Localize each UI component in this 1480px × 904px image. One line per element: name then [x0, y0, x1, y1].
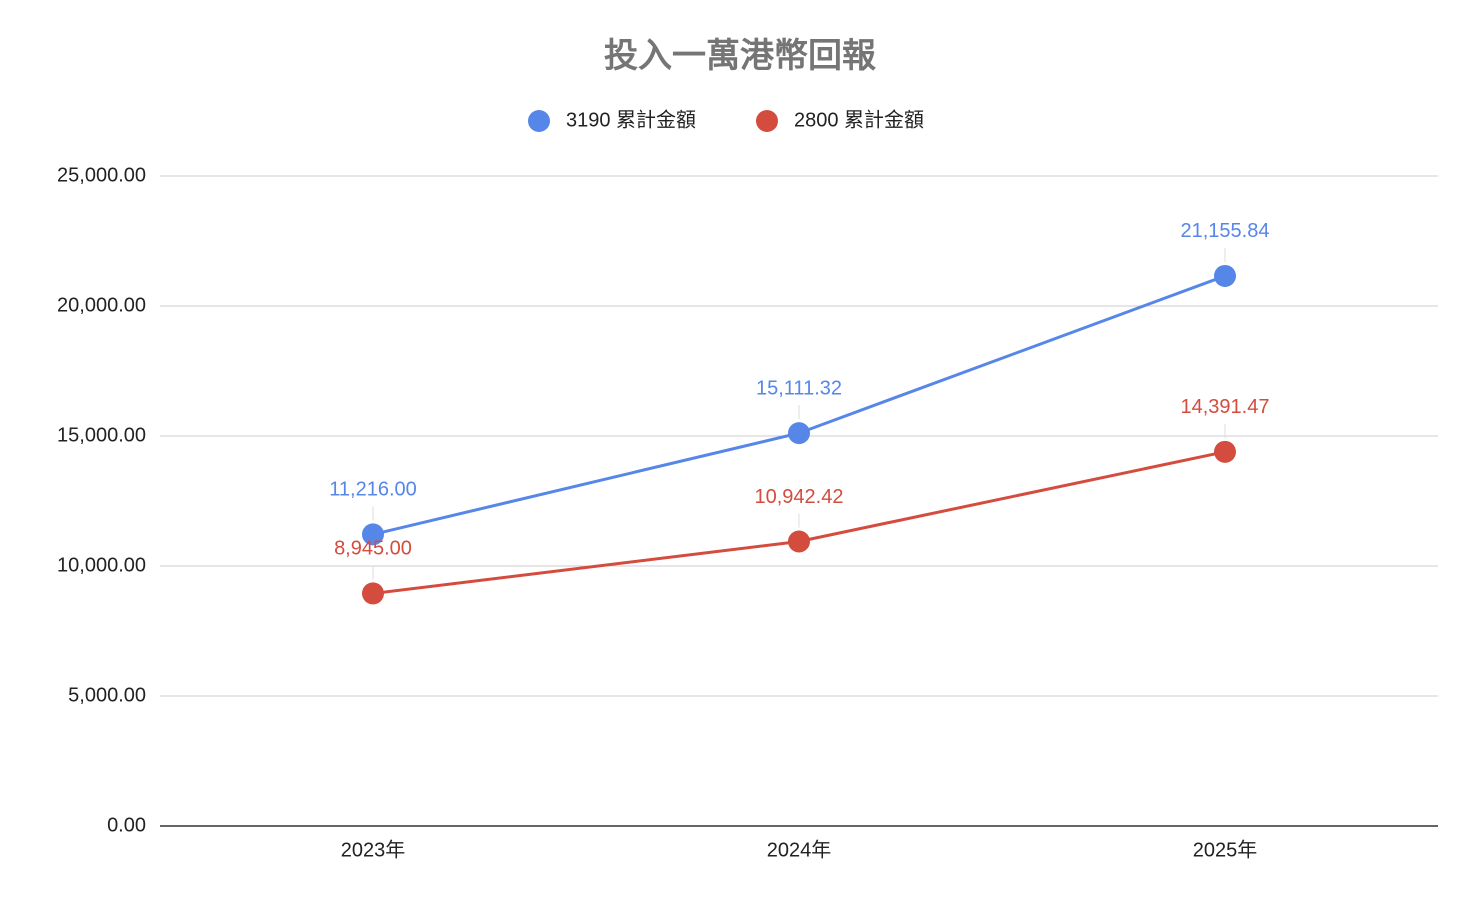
point: [1214, 440, 1236, 463]
point: [1214, 264, 1236, 287]
legend-marker: [528, 110, 550, 132]
data-label: 14,391.47: [1181, 396, 1270, 418]
y-tick-label: 10,000.00: [57, 554, 146, 576]
y-tick-label: 5,000.00: [68, 684, 146, 706]
x-tick-label: 2024年: [767, 838, 832, 861]
x-tick-label: 2023年: [341, 838, 406, 861]
legend-label: 3190 累計金額: [566, 108, 696, 131]
point: [362, 582, 384, 605]
data-label: 10,942.42: [755, 486, 844, 508]
y-tick-label: 15,000.00: [57, 424, 146, 446]
legend-label: 2800 累計金額: [794, 108, 924, 131]
point: [788, 530, 810, 553]
y-tick-label: 0.00: [107, 814, 146, 836]
data-label: 21,155.84: [1181, 220, 1270, 242]
point: [362, 523, 384, 546]
chart-title: 投入一萬港幣回報: [604, 37, 876, 75]
y-tick-label: 20,000.00: [57, 294, 146, 316]
data-label: 15,111.32: [756, 377, 842, 399]
data-label: 8,945.00: [334, 538, 412, 560]
legend-marker: [756, 110, 778, 132]
y-tick-label: 25,000.00: [57, 164, 146, 186]
data-label: 11,216.00: [329, 479, 417, 501]
point: [788, 422, 810, 445]
x-tick-label: 2025年: [1193, 838, 1258, 861]
